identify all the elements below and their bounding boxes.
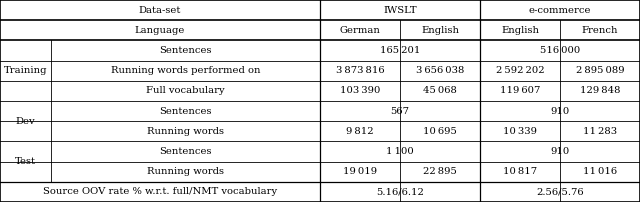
Text: 2.56/5.76: 2.56/5.76 (536, 187, 584, 196)
Text: 11 016: 11 016 (583, 167, 617, 176)
Text: 19 019: 19 019 (343, 167, 377, 176)
Text: 1 100: 1 100 (386, 147, 414, 156)
Text: Data-set: Data-set (139, 6, 181, 15)
Text: 10 695: 10 695 (423, 127, 457, 136)
Text: 45 068: 45 068 (423, 86, 457, 95)
Text: 165 201: 165 201 (380, 46, 420, 55)
Text: 567: 567 (390, 107, 410, 116)
Text: Language: Language (135, 26, 185, 35)
Text: Training: Training (4, 66, 47, 75)
Text: 11 283: 11 283 (583, 127, 617, 136)
Text: French: French (582, 26, 618, 35)
Text: IWSLT: IWSLT (383, 6, 417, 15)
Text: Source OOV rate % w.r.t. full/NMT vocabulary: Source OOV rate % w.r.t. full/NMT vocabu… (43, 187, 277, 196)
Text: Running words: Running words (147, 127, 224, 136)
Text: 129 848: 129 848 (580, 86, 620, 95)
Text: 910: 910 (550, 107, 570, 116)
Text: 10 817: 10 817 (503, 167, 537, 176)
Text: 910: 910 (550, 147, 570, 156)
Text: 3 656 038: 3 656 038 (416, 66, 464, 75)
Text: English: English (421, 26, 459, 35)
Text: Dev: Dev (16, 117, 35, 126)
Text: 22 895: 22 895 (423, 167, 457, 176)
Text: Sentences: Sentences (159, 147, 212, 156)
Text: 9 812: 9 812 (346, 127, 374, 136)
Text: German: German (340, 26, 380, 35)
Text: Test: Test (15, 157, 36, 166)
Text: Running words: Running words (147, 167, 224, 176)
Text: 10 339: 10 339 (503, 127, 537, 136)
Text: 119 607: 119 607 (500, 86, 540, 95)
Text: Sentences: Sentences (159, 46, 212, 55)
Text: 516 000: 516 000 (540, 46, 580, 55)
Text: Sentences: Sentences (159, 107, 212, 116)
Text: Full vocabulary: Full vocabulary (147, 86, 225, 95)
Text: 2 592 202: 2 592 202 (496, 66, 544, 75)
Text: e-commerce: e-commerce (529, 6, 591, 15)
Text: English: English (501, 26, 539, 35)
Text: 103 390: 103 390 (340, 86, 380, 95)
Text: 3 873 816: 3 873 816 (336, 66, 384, 75)
Text: Running words performed on: Running words performed on (111, 66, 260, 75)
Text: 5.16/6.12: 5.16/6.12 (376, 187, 424, 196)
Text: 2 895 089: 2 895 089 (576, 66, 624, 75)
